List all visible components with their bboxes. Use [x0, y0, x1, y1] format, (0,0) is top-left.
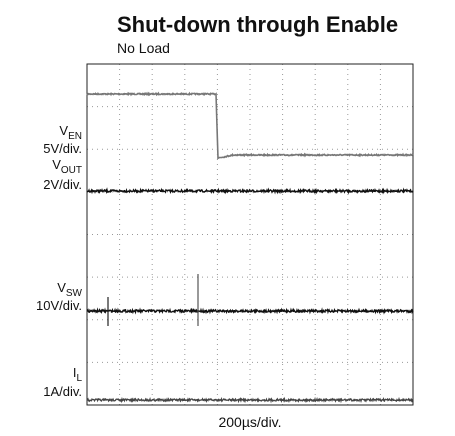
- subtitle: No Load: [117, 40, 170, 56]
- subscript: SW: [66, 288, 83, 299]
- title: Shut-down through Enable: [117, 12, 398, 37]
- il-trace: [86, 396, 414, 404]
- channel-label: VSW: [57, 280, 82, 299]
- symbol: V: [57, 280, 66, 295]
- channel-label: VEN: [59, 123, 82, 142]
- symbol: V: [52, 157, 61, 172]
- timebase: 200µs/div.: [218, 414, 281, 430]
- ven-trace: [86, 91, 414, 160]
- symbol: V: [59, 123, 68, 138]
- subscript: EN: [68, 131, 82, 142]
- channel-scale: 5V/div.: [43, 141, 82, 156]
- plot-frame: [86, 63, 414, 406]
- vout-trace: [86, 187, 414, 195]
- grid: [87, 64, 413, 405]
- channel-scale: 1A/div.: [43, 384, 82, 399]
- channel-scale: 2V/div.: [43, 177, 82, 192]
- subscript: OUT: [61, 165, 82, 176]
- channel-label: IL: [73, 365, 83, 384]
- traces: [86, 91, 414, 404]
- symbol: I: [73, 365, 77, 380]
- channel-label: VOUT: [52, 157, 82, 176]
- subscript: L: [76, 373, 82, 384]
- channel-scale: 10V/div.: [36, 298, 82, 313]
- vsw-trace: [86, 307, 414, 315]
